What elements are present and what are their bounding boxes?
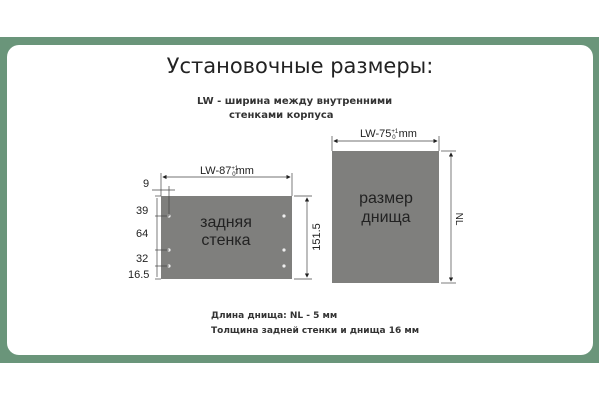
legend-line-2: стенками корпуса <box>229 110 334 121</box>
content-panel <box>7 45 593 355</box>
back-wall-height: 151.5 <box>311 223 323 251</box>
back-wall-width-label: LW-87+1 0mm <box>200 165 254 178</box>
dim-39: 39 <box>136 205 148 217</box>
dim-64: 64 <box>136 228 148 240</box>
legend-line-1: LW - ширина между внутренними <box>197 96 393 107</box>
offset-x-dim: 9 <box>143 178 149 190</box>
bottom-label-2: днища <box>361 209 410 226</box>
bottom-length-label: NL <box>453 213 464 226</box>
bottom-panel <box>332 151 439 283</box>
note-length: Длина днища: NL - 5 мм <box>211 311 338 321</box>
bottom-label-1: размер <box>359 190 413 207</box>
back-wall-label-2: стенка <box>201 232 250 249</box>
page-title: Установочные размеры: <box>166 54 434 78</box>
note-thickness: Толщина задней стенки и днища 16 мм <box>211 326 420 336</box>
back-wall-panel <box>161 196 292 279</box>
bottom-width-label: LW-75+1 0 mm <box>360 128 417 141</box>
back-wall-label-1: задняя <box>200 214 252 231</box>
dim-32: 32 <box>136 253 148 265</box>
dim-16-5: 16.5 <box>128 269 149 281</box>
